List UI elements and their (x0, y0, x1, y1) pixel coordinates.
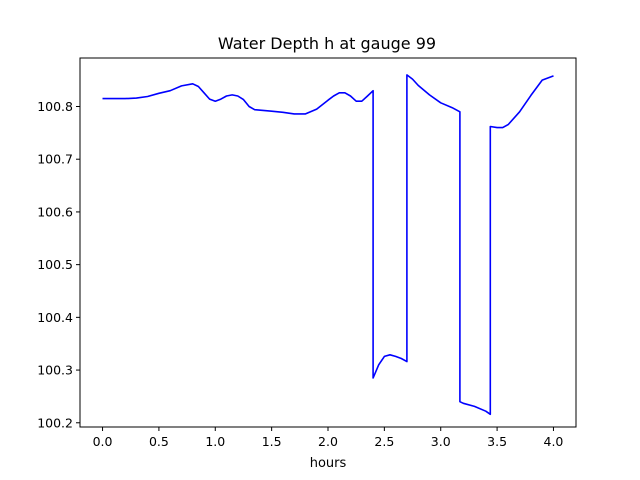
x-tick-label: 3.0 (431, 434, 451, 449)
y-tick-label: 100.3 (37, 363, 73, 378)
x-tick-label: 2.0 (318, 434, 338, 449)
y-tick-label: 100.5 (37, 257, 73, 272)
plot-area-frame (79, 57, 577, 428)
y-tick-label: 100.7 (37, 152, 73, 167)
x-tick-label: 2.5 (374, 434, 394, 449)
chart-title: Water Depth h at gauge 99 (218, 34, 436, 53)
x-tick-label: 3.5 (487, 434, 507, 449)
x-tick-label: 4.0 (544, 434, 564, 449)
x-axis-ticks: 0.0 0.5 1.0 1.5 2.0 2.5 3.0 3.5 4.0 (93, 427, 564, 449)
y-tick-label: 100.2 (37, 415, 73, 430)
series-layer (102, 74, 554, 416)
x-tick-label: 0.5 (149, 434, 169, 449)
x-tick-label: 0.0 (93, 434, 113, 449)
x-tick-label: 1.5 (262, 434, 282, 449)
x-tick-label: 1.0 (205, 434, 225, 449)
y-tick-label: 100.4 (37, 310, 73, 325)
y-axis-ticks: 100.2 100.3 100.4 100.5 100.6 100.7 100.8 (37, 99, 80, 430)
y-tick-label: 100.6 (37, 204, 73, 219)
x-axis-label: hours (310, 456, 347, 471)
series-line (102, 74, 554, 416)
y-tick-label: 100.8 (37, 99, 73, 114)
